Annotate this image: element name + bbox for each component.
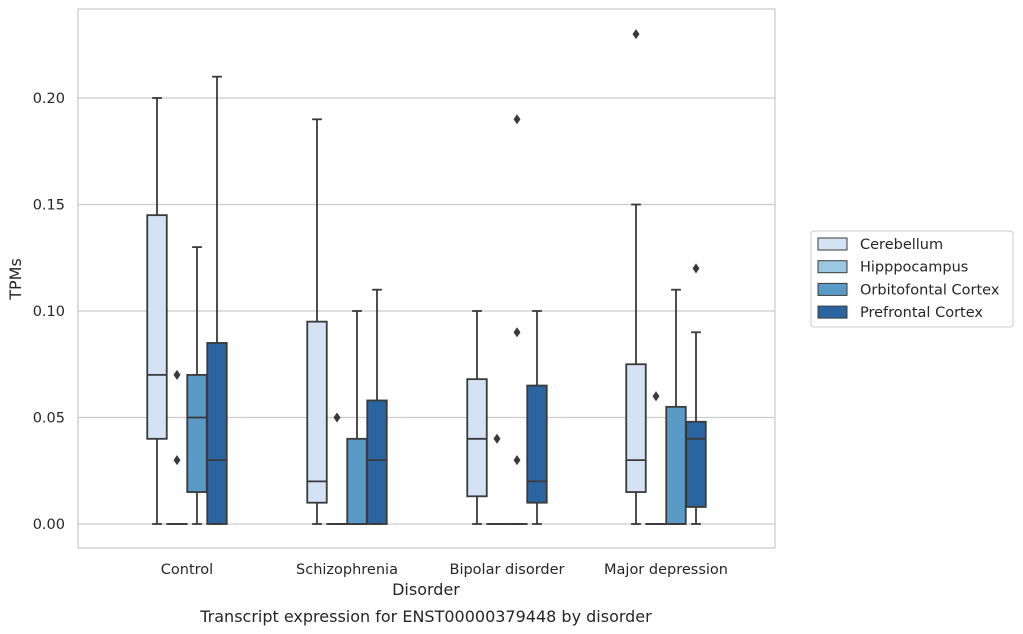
box-group (146, 97, 168, 525)
outlier-point (173, 455, 181, 466)
outlier-point (513, 455, 521, 466)
box-group (326, 412, 348, 525)
chart-caption: Transcript expression for ENST0000037944… (199, 607, 652, 626)
box (466, 378, 488, 498)
outlier-point (652, 391, 660, 402)
legend-swatch (817, 282, 848, 296)
legend-swatch (817, 305, 848, 319)
y-axis-ticks: 0.00 0.05 0.10 0.15 0.20 (33, 91, 65, 533)
box (685, 420, 707, 508)
box (306, 320, 328, 504)
outlier-point (513, 327, 521, 338)
outlier-point (333, 412, 341, 423)
y-tick-label: 0.15 (33, 198, 65, 214)
legend-swatch (817, 260, 848, 274)
box (346, 437, 368, 525)
plot-frame (77, 8, 776, 549)
box-group (645, 391, 667, 525)
box (366, 399, 388, 525)
legend-label: Orbitofontal Cortex (860, 282, 1000, 298)
legend: Cerebellum Hipppocampus Orbitofontal Corte… (810, 230, 1014, 328)
box (625, 363, 647, 493)
x-tick-label: Control (161, 562, 213, 578)
y-tick-label: 0.00 (33, 517, 65, 533)
x-axis-label: Disorder (392, 580, 460, 599)
box-group (625, 29, 647, 525)
legend-swatch (817, 237, 848, 251)
box-group (506, 114, 528, 525)
box (206, 342, 228, 525)
legend-label: Hipppocampus (860, 260, 968, 276)
legend-label: Prefrontal Cortex (860, 305, 983, 321)
legend-label: Cerebellum (860, 237, 943, 253)
y-tick-label: 0.05 (33, 411, 65, 427)
legend-frame (810, 230, 1014, 328)
box-group (665, 288, 687, 525)
box (186, 373, 208, 493)
y-axis-label: TPMs (6, 258, 25, 301)
box-group (206, 75, 228, 525)
box-group (526, 310, 548, 525)
y-tick-label: 0.20 (33, 91, 65, 107)
x-axis-ticks: Control Schizophrenia Bipolar disorder Majo… (161, 562, 728, 578)
outlier-point (692, 263, 700, 274)
outlier-point (513, 114, 521, 125)
box-group (466, 310, 488, 525)
box-plot-marks (146, 29, 707, 525)
x-tick-label: Bipolar disorder (450, 562, 565, 578)
box-group (186, 246, 208, 525)
box-group (346, 310, 368, 525)
outlier-point (173, 369, 181, 380)
outlier-point (632, 29, 640, 40)
box (526, 384, 548, 504)
outlier-point (493, 433, 501, 444)
box-group (366, 288, 388, 525)
box-group (166, 369, 188, 525)
box-group (486, 433, 508, 525)
y-tick-label: 0.10 (33, 304, 65, 320)
box-group (685, 263, 707, 525)
box (146, 214, 168, 440)
x-tick-label: Schizophrenia (296, 562, 398, 578)
x-tick-label: Major depression (604, 562, 728, 578)
box-group (306, 118, 328, 525)
box (665, 405, 687, 525)
